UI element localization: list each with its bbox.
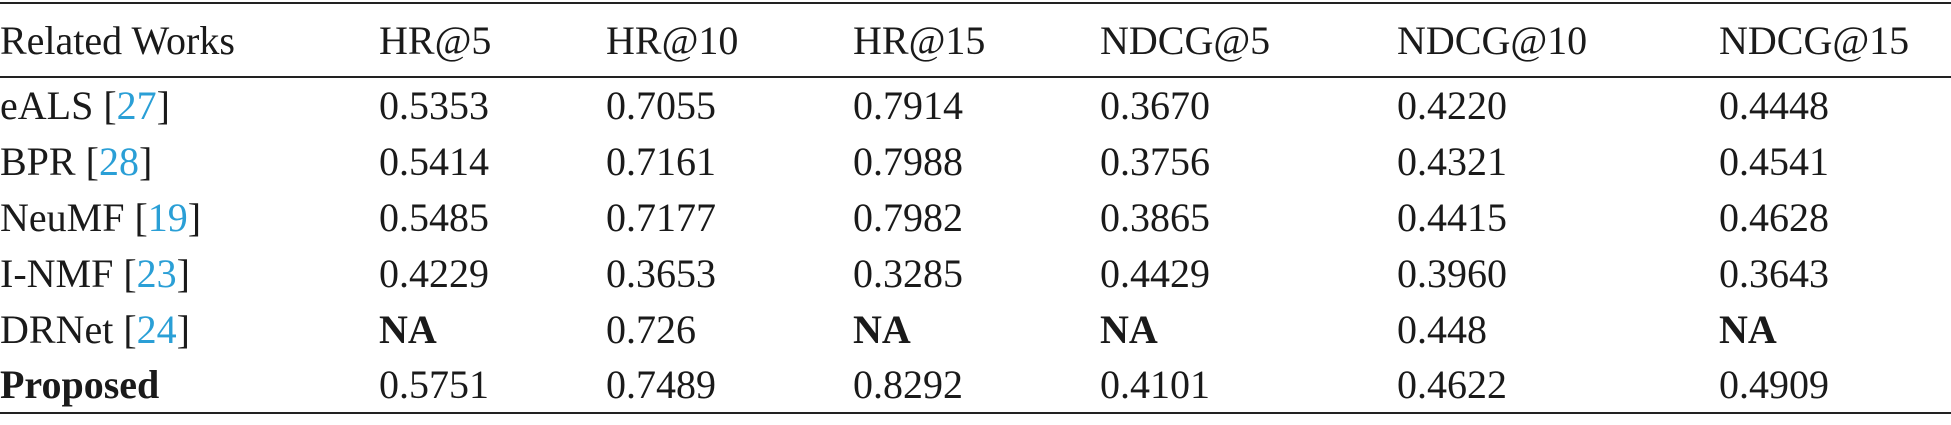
cell: 0.3653 (606, 250, 716, 296)
row: DRNet [24] NA 0.726 NA NA 0.448 NA (0, 301, 1951, 357)
row-label: DRNet [24] (0, 301, 379, 357)
cell: 0.4101 (1100, 362, 1210, 407)
citation[interactable]: 23 (136, 250, 177, 296)
cell: 0.5353 (379, 83, 489, 128)
cell: 0.4220 (1397, 83, 1507, 128)
cell: 0.7489 (606, 362, 716, 407)
citation[interactable]: 27 (116, 83, 157, 128)
cell: 0.4229 (379, 250, 489, 296)
method: NeuMF [ (0, 194, 148, 240)
header-cell: NDCG@15 (1719, 17, 1910, 63)
cell: 0.4321 (1397, 138, 1507, 184)
cell: 0.448 (1397, 306, 1487, 352)
cell: 0.7055 (606, 83, 716, 128)
cell: 0.3643 (1719, 250, 1829, 296)
cell: 0.5414 (379, 138, 489, 184)
cell: 0.8292 (853, 362, 963, 407)
cell: 0.4628 (1719, 194, 1829, 240)
bracket: ] (187, 194, 202, 240)
row: Proposed 0.5751 0.7489 0.8292 0.4101 0.4… (0, 357, 1951, 413)
cell: NA (379, 306, 437, 352)
cell: 0.4415 (1397, 194, 1507, 240)
cell: 0.4429 (1100, 250, 1210, 296)
row: I-NMF [23] 0.4229 0.3653 0.3285 0.4429 0… (0, 245, 1951, 301)
bracket: ] (176, 250, 190, 296)
cell: NA (1100, 306, 1158, 352)
bracket: ] (138, 138, 153, 184)
cell: 0.4448 (1719, 83, 1829, 128)
cell: NA (853, 306, 911, 352)
cell: 0.4622 (1397, 362, 1507, 407)
bracket: ] (176, 306, 190, 352)
cell: 0.7914 (853, 83, 963, 128)
row-label: BPR [28] (0, 133, 379, 189)
cell: 0.7982 (853, 194, 963, 240)
header-cell: HR@5 (379, 17, 492, 63)
cell: 0.4909 (1719, 362, 1829, 407)
method: DRNet [ (0, 306, 137, 352)
cell: 0.7988 (853, 138, 963, 184)
citation[interactable]: 24 (136, 306, 177, 352)
cell: 0.3960 (1397, 250, 1507, 296)
cell: 0.726 (606, 306, 696, 352)
cell: 0.5485 (379, 194, 489, 240)
header-cell: Related Works (0, 17, 235, 63)
row-label: eALS [27] (0, 77, 379, 133)
cell: 0.4541 (1719, 138, 1829, 184)
header-row: Related Works HR@5 HR@10 HR@15 NDCG@5 ND… (0, 3, 1951, 77)
cell: 0.3756 (1100, 138, 1210, 184)
method: Proposed (0, 362, 160, 407)
cell: NA (1719, 306, 1777, 352)
citation[interactable]: 28 (98, 138, 139, 184)
header-cell: NDCG@5 (1100, 17, 1271, 63)
table-body: eALS [27] 0.5353 0.7055 0.7914 0.3670 0.… (0, 77, 1951, 413)
method: eALS [ (0, 83, 117, 128)
cell: 0.5751 (379, 362, 489, 407)
citation[interactable]: 19 (147, 194, 188, 240)
cell: 0.3285 (853, 250, 963, 296)
method: I-NMF [ (0, 250, 137, 296)
cell: 0.3865 (1100, 194, 1210, 240)
row: NeuMF [19] 0.5485 0.7177 0.7982 0.3865 0… (0, 189, 1951, 245)
row-label: I-NMF [23] (0, 245, 379, 301)
row: BPR [28] 0.5414 0.7161 0.7988 0.3756 0.4… (0, 133, 1951, 189)
results-table: Related Works HR@5 HR@10 HR@15 NDCG@5 ND… (0, 2, 1951, 414)
header-cell: HR@10 (606, 17, 739, 63)
cell: 0.7161 (606, 138, 716, 184)
bracket: ] (156, 83, 170, 128)
cell: 0.3670 (1100, 83, 1210, 128)
row-label: NeuMF [19] (0, 189, 379, 245)
cell: 0.7177 (606, 194, 716, 240)
row-label: Proposed (0, 357, 379, 413)
method: BPR [ (0, 138, 99, 184)
header-cell: NDCG@10 (1397, 17, 1588, 63)
header-cell: HR@15 (853, 17, 986, 63)
table-header: Related Works HR@5 HR@10 HR@15 NDCG@5 ND… (0, 3, 1951, 77)
row: eALS [27] 0.5353 0.7055 0.7914 0.3670 0.… (0, 77, 1951, 133)
